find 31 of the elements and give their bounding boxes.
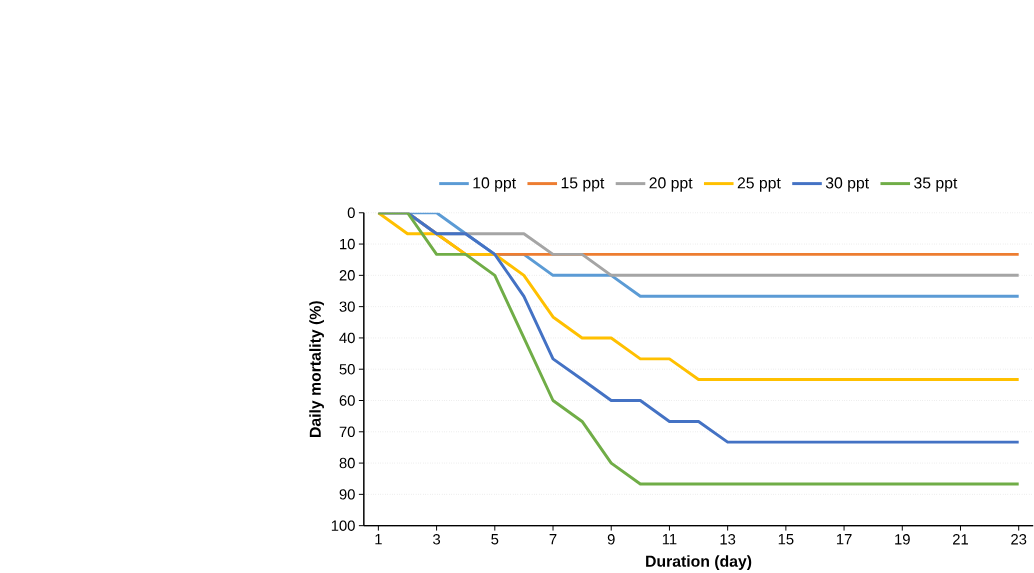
y-tick-label: 30	[339, 301, 355, 312]
x-tick-label: 7	[549, 533, 557, 545]
legend-label: 35 ppt	[914, 177, 958, 192]
y-tick-label: 40	[339, 332, 355, 344]
y-tick-label: 90	[339, 489, 355, 500]
y-tick-label: 60	[339, 395, 355, 406]
legend-label: 25 ppt	[737, 177, 781, 192]
x-tick-label: 21	[953, 533, 968, 545]
y-tick-label: 0	[347, 207, 355, 218]
y-tick-label: 10	[340, 238, 355, 250]
y-tick-label: 20	[339, 269, 355, 281]
legend-label: 10 ppt	[473, 177, 516, 192]
legend-label: 30 ppt	[825, 177, 869, 192]
x-tick-label: 1	[375, 533, 382, 545]
y-tick-label: 80	[339, 457, 355, 469]
y-axis-title: Daily mortality (%)	[309, 301, 324, 437]
x-tick-label: 23	[1011, 533, 1027, 545]
legend-label: 15 ppt	[561, 177, 605, 192]
legend-label: 20 ppt	[649, 177, 693, 192]
x-tick-label: 17	[836, 533, 852, 545]
y-tick-label: 100	[331, 520, 355, 531]
x-axis-title: Duration (day)	[646, 555, 752, 570]
y-tick-label: 50	[339, 363, 355, 375]
x-tick-label: 15	[778, 533, 794, 545]
x-tick-label: 9	[607, 533, 615, 545]
x-tick-label: 13	[720, 533, 736, 545]
x-tick-label: 19	[895, 533, 910, 545]
x-tick-label: 5	[491, 533, 499, 545]
x-tick-label: 3	[433, 533, 441, 545]
y-tick-label: 70	[339, 426, 355, 437]
x-tick-label: 11	[662, 533, 677, 545]
